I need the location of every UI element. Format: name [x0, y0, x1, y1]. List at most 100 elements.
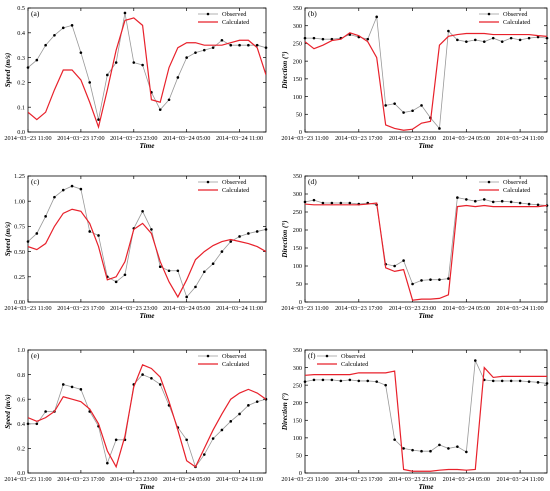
legend-label: Observed [222, 353, 247, 360]
x-tick-label: 2014−03−23 17:00 [335, 305, 382, 312]
x-tick-label: 2014−03−23 17:00 [57, 135, 104, 142]
observed-data-point [536, 35, 540, 39]
observed-data-point [545, 382, 549, 385]
observed-data-point [70, 385, 74, 389]
calculated-series-line [305, 202, 547, 301]
observed-data-point [44, 410, 47, 413]
observed-data-point [106, 461, 109, 465]
legend-label: Calculated [222, 361, 250, 368]
x-axis-label: Time [140, 483, 156, 491]
chart-panel-c: 0.00 0.25 0.50 0.75 1.00 1.25 2014−03−23 11:00… [4, 173, 268, 320]
panel-label: (b) [308, 9, 317, 18]
observed-data-point [194, 51, 197, 54]
y-tick-label: 0.25 [14, 274, 25, 281]
observed-data-point [79, 388, 83, 391]
x-tick-label: 2014−03−24 11:00 [497, 135, 544, 142]
x-tick-label: 2014−03−24 05:00 [443, 305, 490, 312]
y-tick-label: 0.0 [17, 129, 25, 136]
x-tick-label: 2014−03−23 11:00 [4, 476, 51, 483]
observed-data-point [491, 200, 495, 204]
observed-data-point [70, 24, 74, 27]
observed-data-point [312, 198, 316, 202]
x-axis-label: Time [140, 142, 156, 150]
y-tick-label: 0.50 [14, 249, 25, 256]
observed-data-point [465, 198, 468, 201]
legend-label: Observed [503, 179, 528, 186]
calculated-series-line [28, 363, 266, 469]
plot-frame [304, 349, 548, 474]
observed-series-line [28, 374, 266, 468]
y-tick-label: 350 [293, 5, 302, 12]
observed-data-point [420, 279, 423, 282]
observed-data-point [411, 109, 414, 113]
y-tick-label: 150 [293, 76, 302, 83]
observed-data-point [176, 269, 180, 273]
observed-data-point [447, 277, 450, 280]
observed-data-point [456, 196, 459, 199]
y-tick-label: 150 [293, 417, 302, 424]
observed-data-point [264, 46, 268, 49]
y-tick-label: 300 [293, 365, 302, 372]
legend-label: Observed [341, 353, 366, 360]
y-tick-label: 350 [293, 347, 302, 354]
observed-data-point [321, 378, 325, 382]
y-tick-label: 100 [293, 263, 302, 270]
legend-label: Observed [222, 179, 247, 186]
y-tick-label: 0.2 [17, 446, 25, 453]
observed-data-point [411, 282, 414, 286]
observed-data-point [420, 104, 423, 107]
observed-data-point [339, 201, 343, 205]
observed-data-point [247, 232, 250, 235]
x-tick-label: 2014−03−23 23:00 [389, 476, 436, 483]
observed-data-point [527, 380, 531, 383]
legend-label: Calculated [222, 187, 250, 194]
y-tick-label: 0.00 [14, 299, 25, 306]
calculated-series-line [305, 32, 547, 131]
x-tick-label: 2014−03−23 11:00 [4, 305, 51, 312]
observed-data-point [482, 198, 486, 201]
observed-data-point [411, 448, 414, 452]
observed-data-point [167, 269, 171, 273]
observed-data-point [473, 359, 477, 362]
plot-frame [27, 175, 267, 303]
y-axis-label: Speed (m/s) [4, 394, 12, 429]
observed-data-point [88, 230, 92, 233]
observed-data-point [518, 379, 522, 383]
observed-data-point [509, 379, 513, 383]
observed-data-point [202, 270, 206, 274]
y-tick-label: 300 [293, 23, 302, 30]
x-tick-label: 2014−03−23 17:00 [335, 135, 382, 142]
observed-data-point [348, 378, 352, 382]
observed-data-point [185, 438, 188, 442]
y-tick-label: 250 [293, 382, 302, 389]
y-tick-label: 1.25 [14, 173, 25, 180]
observed-data-point [330, 37, 334, 41]
y-tick-label: 0.5 [17, 5, 25, 12]
y-tick-label: 0.6 [17, 396, 25, 403]
x-tick-label: 2014−03−23 17:00 [335, 476, 382, 483]
observed-data-point [312, 36, 316, 40]
observed-data-point [330, 378, 334, 382]
observed-data-point [447, 447, 450, 450]
observed-data-point [509, 200, 513, 204]
x-tick-label: 2014−03−23 11:00 [4, 135, 51, 142]
x-tick-label: 2014−03−24 05:00 [443, 135, 490, 142]
observed-data-point [527, 36, 531, 40]
observed-data-point [438, 443, 441, 447]
calculated-series-line [305, 366, 547, 472]
observed-data-point [194, 285, 197, 289]
y-tick-label: 0 [299, 129, 302, 136]
x-tick-label: 2014−03−24 11:00 [216, 305, 263, 312]
y-tick-label: 350 [293, 173, 302, 180]
observed-data-point [185, 295, 188, 299]
observed-data-point [393, 102, 396, 105]
plot-frame [27, 349, 267, 474]
x-tick-label: 2014−03−23 23:00 [110, 305, 157, 312]
y-tick-label: 200 [293, 400, 302, 407]
legend-label: Calculated [222, 19, 250, 26]
observed-data-point [402, 111, 405, 114]
observed-data-point [44, 215, 47, 218]
observed-data-point [357, 379, 361, 383]
y-tick-label: 1.00 [14, 198, 25, 205]
